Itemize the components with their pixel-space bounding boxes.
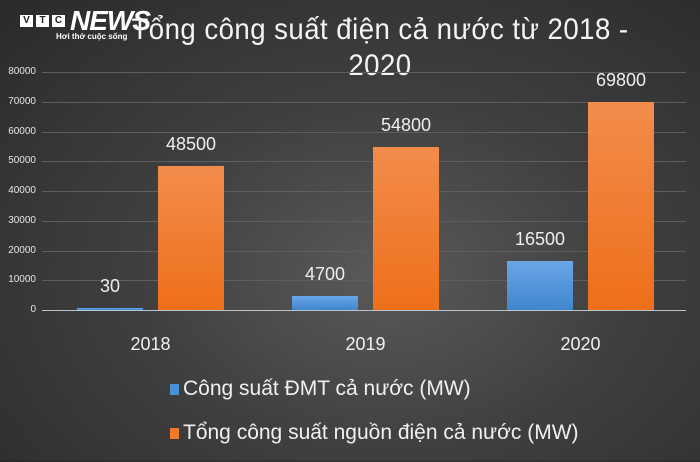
- data-label: 4700: [304, 264, 346, 285]
- logo-letter: T: [36, 15, 49, 27]
- y-tick-label: 30000: [8, 214, 36, 226]
- data-label: 48500: [165, 133, 217, 154]
- data-label: 69800: [595, 70, 647, 91]
- logo-letter: V: [20, 15, 33, 27]
- bar-solar-2019: [292, 296, 358, 310]
- legend-label: Công suất ĐMT cả nước (MW): [183, 377, 471, 400]
- legend-label: Tổng công suất nguồn điện cả nước (MW): [183, 421, 579, 444]
- data-label: 54800: [380, 114, 432, 135]
- logo-vtc-letters: V T C: [20, 15, 65, 27]
- logo-brand: NEWS: [70, 5, 151, 36]
- y-tick-label: 60000: [8, 125, 36, 137]
- gridline: [42, 72, 686, 73]
- y-tick-label: 80000: [8, 66, 36, 77]
- gridline: [42, 280, 686, 282]
- logo-tagline: Hơi thở cuộc sống: [56, 32, 128, 41]
- bar-total-2019: [373, 146, 439, 310]
- gridline: [42, 191, 686, 192]
- y-tick-label: 0: [30, 304, 36, 315]
- gridline: [42, 250, 686, 252]
- x-tick-label: 2018: [130, 334, 171, 354]
- chart-legend: Công suất ĐMT cả nước (MW) Tổng công suấ…: [170, 374, 579, 462]
- bar-total-2018: [158, 165, 224, 310]
- bar-total-2020: [588, 102, 654, 310]
- gridline: [42, 131, 686, 133]
- legend-swatch-blue: [170, 383, 179, 395]
- x-axis-line: [42, 310, 686, 311]
- vtc-news-logo: V T C NEWS Hơi thở cuộc sống: [18, 5, 168, 41]
- x-tick-label: 2020: [560, 334, 601, 354]
- legend-item-total: Tổng công suất nguồn điện cả nước (MW): [170, 418, 579, 448]
- chart-title: Tổng công suất điện cả nước từ 2018 - 20…: [131, 13, 629, 82]
- legend-item-solar: Công suất ĐMT cả nước (MW): [170, 374, 579, 404]
- y-tick-label: 50000: [8, 155, 36, 167]
- data-label: 30: [99, 276, 121, 296]
- gridline: [42, 161, 686, 163]
- y-tick-label: 70000: [8, 95, 36, 107]
- data-label: 16500: [514, 228, 566, 249]
- y-tick-label: 40000: [8, 185, 36, 196]
- x-tick-label: 2019: [345, 334, 386, 354]
- legend-swatch-orange: [170, 427, 179, 439]
- logo-letter: C: [52, 15, 65, 27]
- bar-solar-2020: [507, 260, 573, 310]
- gridline: [42, 220, 686, 222]
- gridline: [42, 101, 686, 103]
- y-tick-label: 10000: [8, 274, 36, 286]
- bar-solar-2018: [77, 308, 143, 310]
- y-tick-label: 20000: [8, 244, 36, 256]
